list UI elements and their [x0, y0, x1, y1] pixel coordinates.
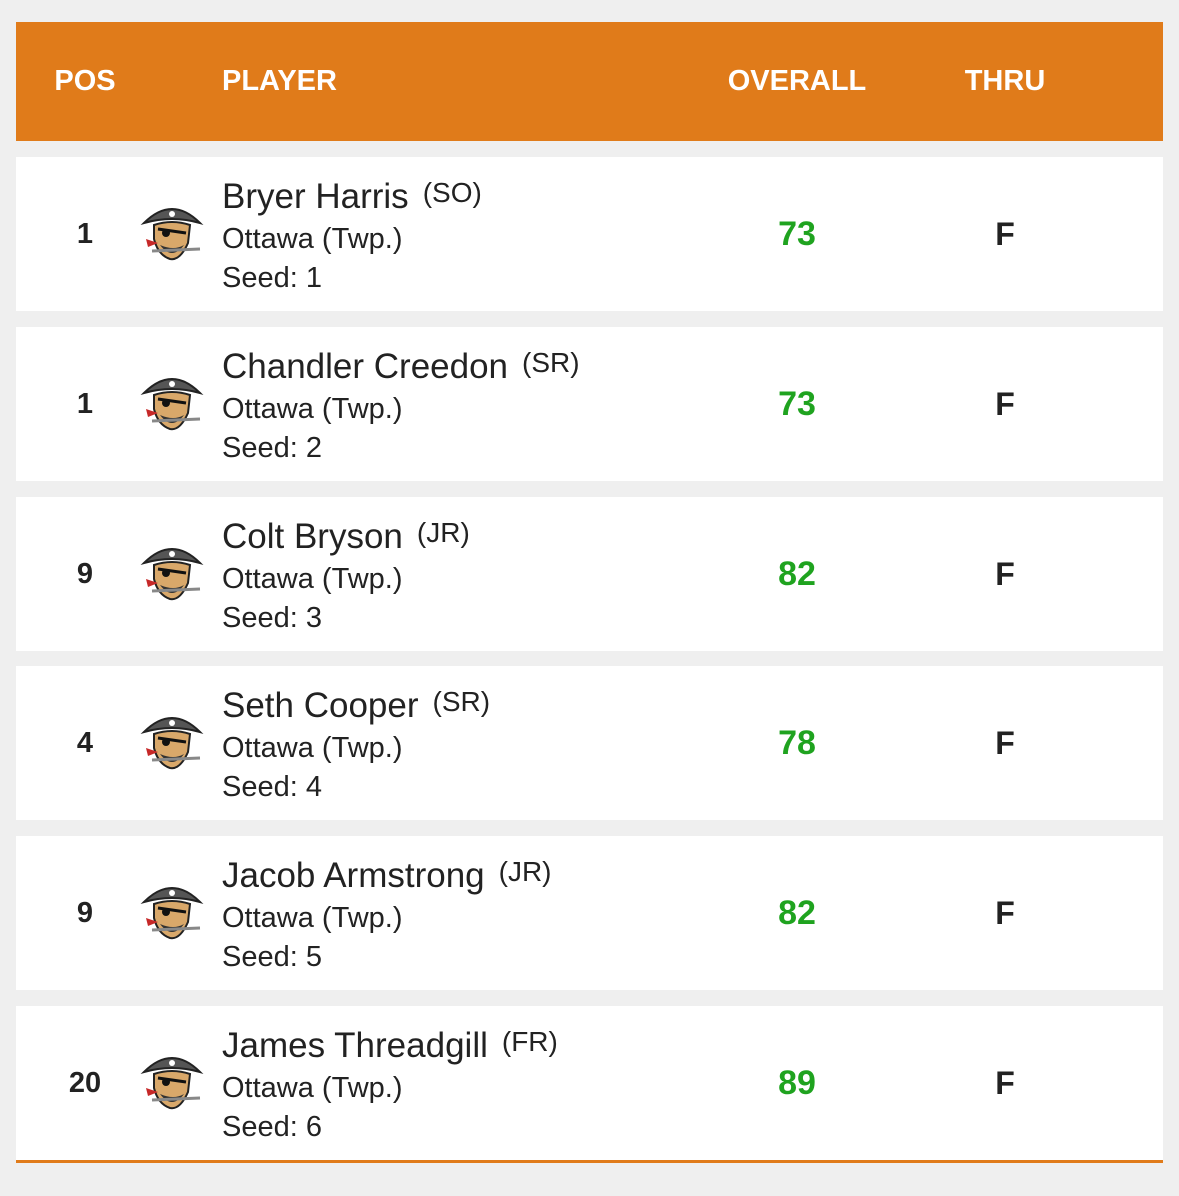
- seed: Seed: 6: [222, 1111, 322, 1143]
- seed: Seed: 2: [222, 431, 322, 464]
- column-header: THRU: [964, 65, 1046, 97]
- table-bottom-border: [16, 1160, 1163, 1163]
- player-row: 9 Colt Bryson (JR) Ottawa (Twp.) Seed: 3 82 F: [16, 496, 1163, 651]
- school: Ottawa (Twp.): [222, 902, 403, 935]
- player-name-line: Bryer Harris (SO): [222, 177, 482, 217]
- position: 9: [76, 557, 94, 590]
- team-logo: [140, 208, 204, 261]
- team-logo: [140, 717, 204, 770]
- player-name-line: Seth Cooper (SR): [222, 686, 490, 726]
- player-name: Colt Bryson: [222, 516, 403, 556]
- seed: Seed: 3: [222, 601, 322, 634]
- team-logo: [140, 377, 204, 430]
- seed: Seed: 5: [222, 941, 322, 974]
- team-logo: [140, 1057, 204, 1110]
- school: Ottawa (Twp.): [222, 562, 403, 595]
- position: 4: [76, 727, 94, 760]
- thru: F: [995, 385, 1015, 422]
- overall-score: 78: [778, 724, 816, 763]
- thru: F: [995, 895, 1015, 932]
- column-header: PLAYER: [222, 65, 337, 97]
- position: 20: [68, 1067, 102, 1099]
- school: Ottawa (Twp.): [222, 223, 403, 255]
- player-year: (JR): [498, 856, 552, 888]
- position: 1: [76, 387, 94, 420]
- thru: F: [995, 725, 1015, 762]
- seed: Seed: 4: [222, 771, 322, 804]
- thru: F: [995, 1065, 1015, 1101]
- table-header: POS PLAYER OVERALL THRU: [16, 22, 1163, 141]
- position: 1: [76, 218, 94, 250]
- player-name-line: James Threadgill (FR): [222, 1026, 558, 1066]
- overall-score: 82: [778, 894, 816, 933]
- thru: F: [995, 216, 1015, 252]
- overall-score: 73: [778, 384, 816, 423]
- position: 9: [76, 897, 94, 930]
- player-year: (SR): [432, 686, 491, 718]
- team-logo: [140, 547, 204, 600]
- column-header: OVERALL: [727, 65, 867, 97]
- player-name: Chandler Creedon: [222, 346, 509, 386]
- column-header: POS: [54, 65, 116, 97]
- player-row: 9 Jacob Armstrong (JR) Ottawa (Twp.) Seed: 5…: [16, 836, 1163, 991]
- overall-score: 82: [778, 554, 816, 593]
- team-logo: [140, 887, 204, 940]
- player-name: James Threadgill: [222, 1026, 488, 1065]
- player-row: 1 Bryer Harris (SO) Ottawa (Twp.) Seed: 1 73 F: [16, 157, 1163, 311]
- player-name-line: Colt Bryson (JR): [222, 517, 470, 557]
- school: Ottawa (Twp.): [222, 392, 403, 425]
- player-name: Jacob Armstrong: [222, 856, 485, 896]
- seed: Seed: 1: [222, 262, 322, 294]
- overall-score: 89: [778, 1064, 816, 1102]
- player-year: (FR): [501, 1026, 558, 1057]
- player-name-line: Chandler Creedon (SR): [222, 347, 580, 387]
- player-year: (JR): [416, 516, 470, 548]
- player-row: 20 James Threadgill (FR) Ottawa (Twp.) Seed:…: [16, 1006, 1163, 1160]
- school: Ottawa (Twp.): [222, 1072, 403, 1104]
- player-name: Seth Cooper: [222, 686, 419, 726]
- player-row: 4 Seth Cooper (SR) Ottawa (Twp.) Seed: 4 78 F: [16, 666, 1163, 821]
- player-name-line: Jacob Armstrong (JR): [222, 856, 552, 896]
- player-row: 1 Chandler Creedon (SR) Ottawa (Twp.) Seed: …: [16, 326, 1163, 481]
- player-name: Bryer Harris: [222, 177, 409, 216]
- school: Ottawa (Twp.): [222, 732, 403, 765]
- thru: F: [995, 555, 1015, 592]
- player-year: (SO): [422, 177, 482, 208]
- overall-score: 73: [778, 215, 816, 253]
- player-year: (SR): [522, 346, 580, 378]
